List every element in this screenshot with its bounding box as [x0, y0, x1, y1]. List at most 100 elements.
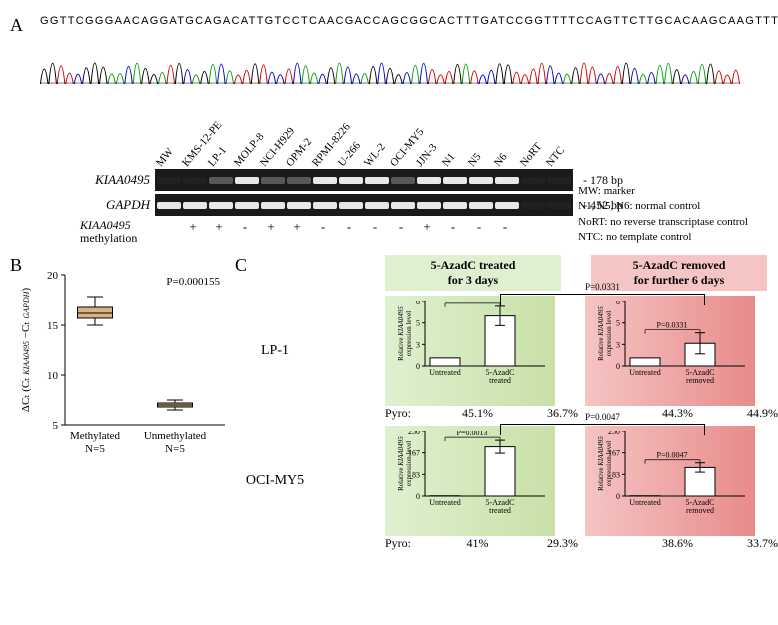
gel-band: [547, 177, 571, 184]
gel-band: [365, 202, 389, 209]
gel-band: [365, 177, 389, 184]
pyro-label: Pyro:: [385, 406, 435, 421]
lane-label: U-266: [336, 140, 363, 169]
methyl-sign: +: [285, 219, 309, 235]
svg-text:P=0.0331: P=0.0331: [657, 321, 688, 330]
pyro-val: 44.3%: [635, 406, 720, 421]
svg-text:expression level: expression level: [405, 311, 413, 356]
methyl-sign: +: [181, 219, 205, 235]
svg-text:treated: treated: [489, 506, 511, 515]
gel-band: [443, 202, 467, 209]
svg-text:expression level: expression level: [605, 311, 613, 356]
cell-row: OCI-MY5 083167250Untreated5-AzadCtreatedP…: [235, 426, 778, 536]
panel-c-label: C: [235, 255, 247, 276]
pyro-vals: 41% 29.3% 38.6% 33.7%: [435, 536, 778, 551]
gel-band: [209, 177, 233, 184]
bar-chart: 0358Untreated5-AzadCremovedP=0.0331Relat…: [595, 301, 745, 386]
svg-text:0: 0: [616, 492, 620, 501]
gel-band: [235, 177, 259, 184]
svg-text:Relative KIAA0495: Relative KIAA0495: [397, 306, 405, 361]
gel-band: [339, 177, 363, 184]
lane-label: N6: [492, 151, 510, 169]
methylation-label: KIAA0495 methylation: [80, 219, 150, 245]
methyl-sign: -: [337, 219, 361, 235]
svg-text:treated: treated: [489, 376, 511, 385]
bar-chart: 083167250Untreated5-AzadCtreatedP=0.0013…: [395, 431, 545, 516]
methyl-sign: -: [467, 219, 491, 235]
svg-text:Untreated: Untreated: [429, 368, 461, 377]
cell-name: OCI-MY5: [235, 473, 315, 489]
legend-l4: NTC: no template control: [578, 230, 748, 245]
gel-band: [313, 177, 337, 184]
methyl-sign: -: [493, 219, 517, 235]
svg-text:Relative KIAA0495: Relative KIAA0495: [597, 306, 605, 361]
legend-l1: MW: marker: [578, 184, 748, 199]
methyl-sign: [519, 219, 543, 235]
legend-l3: NoRT: no reverse transcriptase control: [578, 215, 748, 230]
panel-a-label: A: [10, 15, 23, 36]
gel-band: [391, 177, 415, 184]
methyl-sign: +: [207, 219, 231, 235]
chromatogram: [40, 29, 740, 84]
svg-text:Relative KIAA0495: Relative KIAA0495: [397, 436, 405, 491]
svg-text:ΔCₜ (Cₜ KIAA0495 −Cₜ GAPDH): ΔCₜ (Cₜ KIAA0495 −Cₜ GAPDH): [20, 288, 32, 413]
methyl-sign: -: [389, 219, 413, 235]
svg-text:Untreated: Untreated: [629, 368, 661, 377]
treatment-headers: 5-AzadC treatedfor 3 days 5-AzadC remove…: [385, 255, 778, 291]
gel-band: [209, 202, 233, 209]
gel-band: [495, 202, 519, 209]
gel-band: [313, 202, 337, 209]
svg-text:250: 250: [408, 431, 420, 436]
pyro-val: 29.3%: [520, 536, 605, 551]
boxplot-chart: 5101520MethylatedN=5UnmethylatedN=5P=0.0…: [15, 255, 235, 465]
gel-band: [443, 177, 467, 184]
gel-band: [157, 202, 181, 209]
gel-band: [417, 202, 441, 209]
lane-label: NTC: [544, 144, 567, 169]
svg-text:0: 0: [616, 362, 620, 371]
pyro-label: Pyro:: [385, 536, 435, 551]
chart-red: 083167250Untreated5-AzadCremovedP=0.0047…: [585, 426, 755, 536]
svg-text:P=0.000155: P=0.000155: [166, 276, 220, 288]
lane-label: MW: [154, 146, 176, 169]
gel-band: [417, 177, 441, 184]
methyl-sign: [155, 219, 179, 235]
svg-text:Methylated: Methylated: [70, 430, 121, 442]
panel-c: C 5-AzadC treatedfor 3 days 5-AzadC remo…: [235, 255, 778, 551]
gel-section: MWKMS-12-PELP-1MOLP-8NCI-H929OPM-2RPMI-8…: [80, 104, 768, 245]
gel-band: [469, 202, 493, 209]
lane-label: JJN-3: [414, 142, 440, 169]
chart-green: 0358Untreated5-AzadCtreatedP=0.0013Relat…: [385, 296, 555, 406]
cell-row: LP-10358Untreated5-AzadCtreatedP=0.0013R…: [235, 296, 778, 406]
panel-b-label: B: [10, 255, 22, 276]
svg-text:3: 3: [416, 341, 420, 350]
gel-band: [521, 202, 545, 209]
pyro-val: 44.9%: [720, 406, 778, 421]
pyro-row: Pyro: 41% 29.3% 38.6% 33.7%: [315, 536, 778, 551]
gel-band: [261, 177, 285, 184]
pyro-val: 41%: [435, 536, 520, 551]
panel-c-rows: LP-10358Untreated5-AzadCtreatedP=0.0013R…: [235, 296, 778, 551]
gel-band: [287, 177, 311, 184]
pyro-val: 45.1%: [435, 406, 520, 421]
gel-band: [339, 202, 363, 209]
legend-l2: N1, N5, N6: normal control: [578, 199, 748, 214]
lane-label: N5: [466, 151, 484, 169]
svg-text:8: 8: [416, 301, 420, 306]
methyl-sign: -: [233, 219, 257, 235]
methyl-sign: +: [415, 219, 439, 235]
pyro-row: Pyro: 45.1% 36.7% 44.3% 44.9%: [315, 406, 778, 421]
gel-band: [183, 202, 207, 209]
gel-band: [183, 177, 207, 184]
gel-band: [469, 177, 493, 184]
bar-chart: 0358Untreated5-AzadCtreatedP=0.0013Relat…: [395, 301, 545, 386]
bar-chart: 083167250Untreated5-AzadCremovedP=0.0047…: [595, 431, 745, 516]
legend-box: MW: marker N1, N5, N6: normal control No…: [578, 184, 748, 246]
svg-text:expression level: expression level: [405, 441, 413, 486]
svg-text:83: 83: [412, 471, 420, 480]
svg-text:P=0.0013: P=0.0013: [457, 301, 488, 303]
chart-green: 083167250Untreated5-AzadCtreatedP=0.0013…: [385, 426, 555, 536]
gel-band: [495, 177, 519, 184]
methyl-sign: [545, 219, 569, 235]
svg-text:5: 5: [616, 319, 620, 328]
